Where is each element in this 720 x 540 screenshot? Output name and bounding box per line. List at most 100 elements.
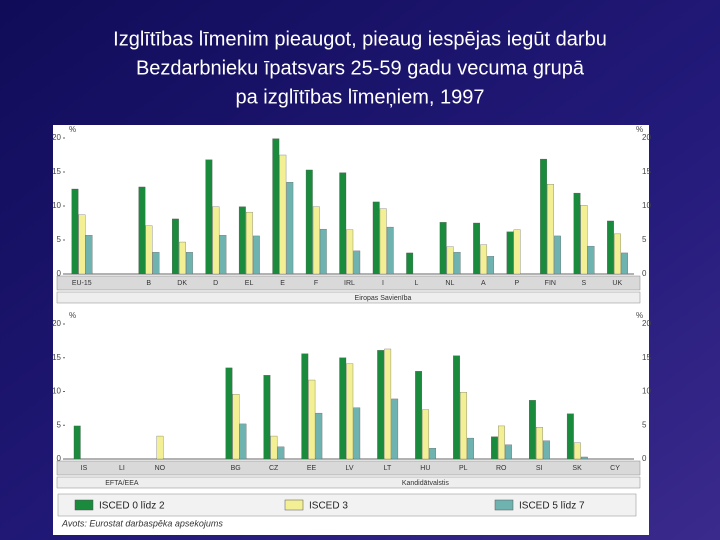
x-tick-label: S [581,280,586,287]
bar [225,367,233,460]
x-tick-label: E [280,280,285,287]
legend: ISCED 0 līdz 2 ISCED 3 ISCED 5 līdz 7 [57,493,637,517]
y-tick-label-right: 15 [642,353,651,362]
x-tick-label: I [382,280,384,287]
y-unit-right: % [636,125,643,134]
bar [467,437,474,460]
bar [219,235,227,275]
y-tick-label-right: 10 [642,201,651,210]
bar [580,456,588,460]
x-tick-label: LT [384,465,392,472]
bar [138,186,146,275]
legend-label: ISCED 3 [309,501,348,512]
bar [232,394,240,460]
legend-swatch [284,499,304,511]
bar [212,206,220,275]
legend-swatch [494,499,514,511]
y-unit: % [69,311,76,320]
x-tick-label: P [515,280,520,287]
x-tick-label: D [213,280,218,287]
bar [607,220,614,275]
source: Avots: Eurostat darbaspēka apsekojums [61,518,223,528]
bar [621,252,628,275]
y-tick-label: 0 [57,454,62,463]
bar [453,252,461,275]
bar [152,252,160,275]
x-tick-label: F [314,280,318,287]
x-tick-label: B [146,280,151,287]
y-tick-label-right: 15 [642,167,651,176]
bar [305,169,313,275]
bar [573,192,581,275]
label-strip [56,460,641,476]
bar [145,225,153,275]
bar [547,184,554,275]
y-tick-label: 20 [52,319,61,328]
bar [536,427,543,460]
bar [308,379,316,460]
bar [566,413,574,460]
bar [279,154,287,275]
bar [460,392,467,460]
group-label: Eiropas Savienība [355,295,412,302]
bar [270,435,278,460]
legend-box [57,493,637,517]
bar [353,407,361,460]
group-label: Kandidātvalstis [402,480,450,487]
x-tick-label: RO [496,465,507,472]
bar [319,228,327,275]
bar [506,231,514,275]
bar [301,353,309,460]
bar [614,233,621,275]
bar [379,208,387,275]
x-tick-label: SK [572,465,582,472]
x-tick-label: NL [445,280,454,287]
x-tick-label: NO [155,465,166,472]
y-tick-label-right: 5 [642,235,647,244]
bar [315,412,323,460]
y-tick-label-right: 20 [642,133,651,142]
bar [406,252,414,275]
x-tick-label: SI [536,465,543,472]
bar [377,350,385,460]
title: Bezdarbnieku īpatsvars 25-59 gadu vecuma… [136,57,585,79]
bar [312,206,320,275]
bar [277,446,285,460]
bar [171,218,179,275]
bar [346,229,354,275]
bar [239,423,247,460]
x-tick-label: IRL [344,280,355,287]
bar [429,448,437,460]
group-strip [56,291,641,304]
x-tick-label: PL [459,465,468,472]
bar [491,436,498,460]
bar [346,363,354,460]
bar [178,241,186,275]
bar [252,235,260,275]
bar [185,252,193,275]
bar [446,246,454,275]
y-unit: % [69,125,76,134]
x-tick-label: L [414,280,418,287]
bar [487,256,495,275]
bar [339,357,347,460]
legend-label: ISCED 0 līdz 2 [99,501,165,512]
bar [286,182,294,275]
bar [473,222,481,275]
bar [263,375,271,460]
legend-label: ISCED 5 līdz 7 [519,501,585,512]
bar [540,158,547,275]
y-tick-label: 20 [52,133,61,142]
bar [71,188,79,275]
legend-swatch [74,499,94,511]
x-tick-label: BG [231,465,241,472]
x-tick-label: CY [610,465,620,472]
bar [245,211,253,275]
y-tick-label: 0 [57,269,62,278]
bar [372,201,380,275]
bar [573,442,581,460]
bar [156,435,164,460]
y-tick-label: 5 [57,420,62,429]
bar [238,206,246,275]
y-tick-label: 10 [52,201,61,210]
